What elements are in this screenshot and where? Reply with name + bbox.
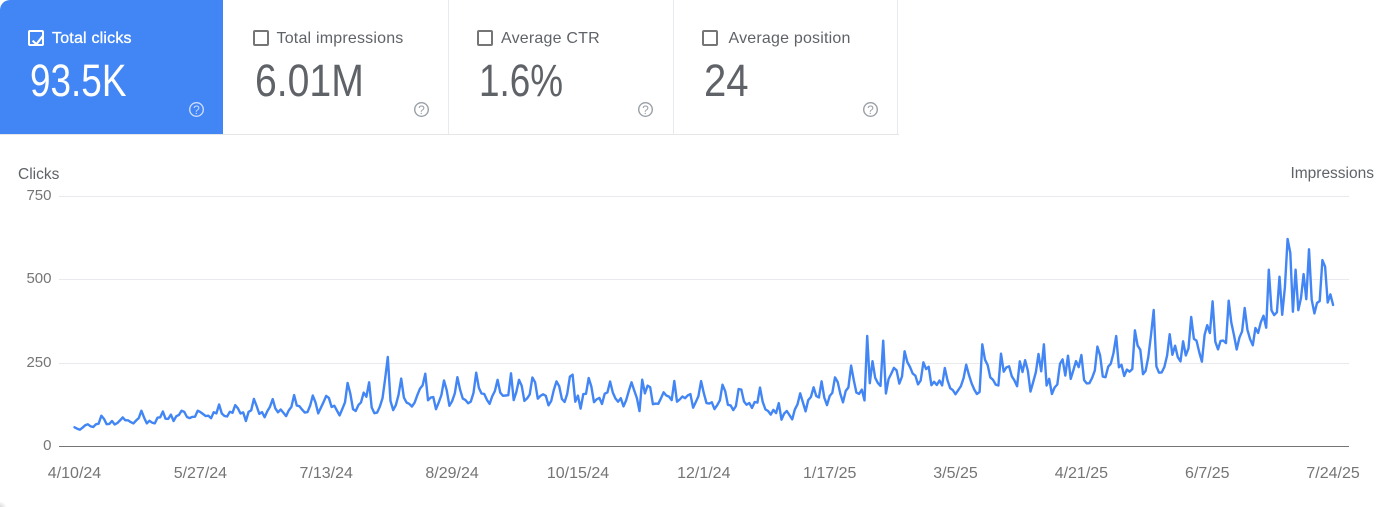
svg-text:?: ?: [642, 103, 649, 117]
svg-text:?: ?: [418, 103, 425, 117]
svg-text:?: ?: [193, 103, 200, 117]
svg-text:?: ?: [867, 103, 874, 117]
